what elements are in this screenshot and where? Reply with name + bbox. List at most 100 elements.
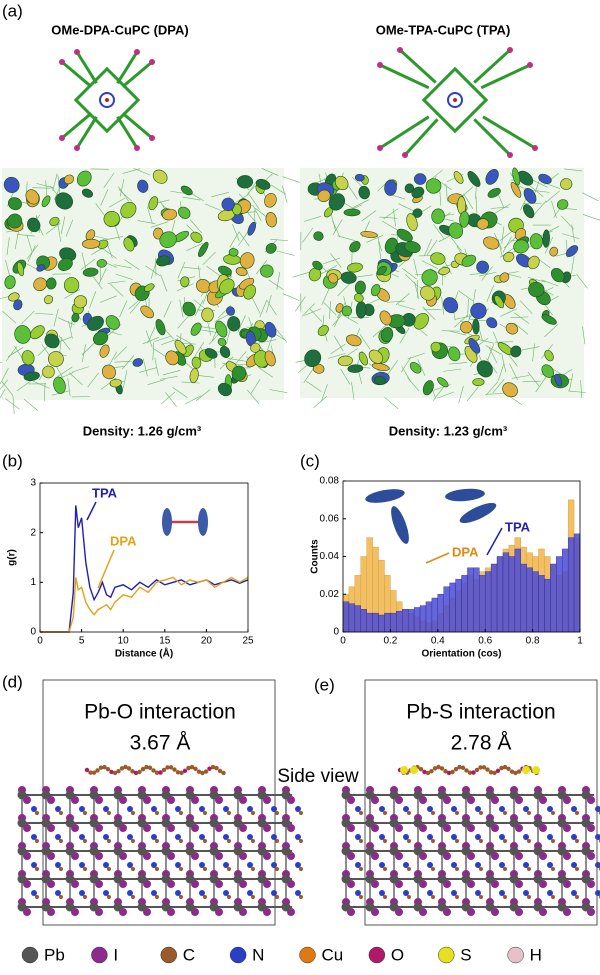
atom-n [499, 834, 505, 840]
side-chain [45, 180, 48, 199]
atom-c [299, 867, 303, 871]
molecule-disc [422, 380, 434, 396]
legend-label: I [113, 945, 118, 964]
atom-pb [365, 902, 375, 912]
atom-pb [257, 818, 267, 828]
atom-pb [509, 790, 519, 800]
atom-n [499, 806, 505, 812]
atom-n [127, 806, 133, 812]
side-chain [330, 213, 336, 232]
y-tick-label: 0.08 [320, 476, 340, 487]
atom-pb [557, 790, 567, 800]
side-chain [181, 381, 200, 384]
atom-n [55, 834, 61, 840]
side-chain [21, 310, 35, 325]
side-chain [201, 329, 220, 334]
molecule-disc [49, 216, 60, 227]
side-chain [282, 176, 300, 183]
adsorbed-molecule [102, 764, 107, 770]
side-chain [119, 178, 125, 197]
atom-c [275, 895, 279, 899]
atom-n [475, 806, 481, 812]
atom-n [103, 834, 109, 840]
hist-bar [550, 563, 557, 633]
molecule-end [149, 135, 155, 141]
legend-swatch [160, 946, 177, 964]
atom-pb [161, 846, 171, 856]
side-chain [463, 193, 474, 210]
legend-label: O [391, 945, 404, 964]
side-chain [195, 374, 214, 378]
interaction-title: Pb-O interaction [84, 701, 236, 724]
side-chain [568, 390, 587, 393]
molecule-disc [402, 312, 416, 327]
adsorbed-molecule [481, 765, 487, 770]
side-chain [89, 291, 97, 309]
side-chain [0, 379, 9, 390]
molecule-disc [264, 193, 277, 208]
atom-pb [257, 846, 267, 856]
atom-n [199, 862, 205, 868]
molecule-disc [137, 179, 149, 193]
adsorbed-molecule [119, 766, 125, 771]
molecule-disc [7, 197, 22, 211]
molecule-disc [63, 277, 80, 294]
atom-n [31, 862, 37, 868]
side-chain [321, 384, 328, 402]
side-chain [443, 368, 462, 372]
side-chain [161, 391, 176, 405]
atom-c [83, 839, 87, 843]
side-chain [332, 311, 345, 326]
side-chain [441, 296, 445, 315]
molecule-disc [13, 299, 23, 311]
molecule-arm [482, 115, 536, 150]
side-chain [519, 300, 533, 315]
atom-c [455, 867, 459, 871]
atom-n [175, 890, 181, 896]
atom-c [251, 811, 255, 815]
side-chain [5, 398, 20, 410]
hist-bar [425, 601, 433, 633]
panel-label: (a) [2, 1, 23, 20]
side-chain [494, 203, 511, 214]
molecule-arm [116, 51, 139, 84]
side-chain [172, 387, 188, 398]
adsorbed-molecule [126, 766, 132, 771]
molecule-disc [541, 314, 557, 325]
atom-c [359, 867, 363, 871]
molecule-end [507, 47, 513, 53]
side-chain [399, 327, 410, 344]
molecule-disc [409, 362, 422, 374]
side-chain [133, 167, 151, 176]
atom-n [355, 806, 361, 812]
molecule-disc [189, 368, 199, 384]
atom-pb [233, 818, 243, 828]
molecule-disc [198, 241, 209, 258]
atom-c [131, 895, 135, 899]
x-tick-label: 1 [577, 636, 583, 647]
side-chain [202, 251, 216, 265]
side-chain [101, 247, 117, 259]
y-axis-label: g(r) [7, 549, 18, 566]
molecule-arm [121, 112, 153, 140]
molecule-disc [380, 327, 394, 343]
molecule-disc [304, 349, 322, 368]
atom-c [59, 811, 63, 815]
side-chain [1, 381, 14, 396]
atom-pb [509, 818, 519, 828]
side-chain [470, 319, 489, 322]
atom-pb [437, 874, 447, 884]
atom-n [247, 834, 253, 840]
atom-pb [113, 846, 123, 856]
atom-pb [365, 818, 375, 828]
side-chain [139, 367, 157, 373]
atom-pb [413, 846, 423, 856]
side-chain [500, 308, 517, 317]
atom-pb [89, 790, 99, 800]
molecule-disc [459, 210, 470, 228]
side-chain [53, 308, 59, 327]
hist-bar [502, 552, 510, 633]
molecule-disc [371, 363, 390, 371]
molecule-arm [75, 51, 98, 84]
molecule-disc [82, 267, 99, 277]
